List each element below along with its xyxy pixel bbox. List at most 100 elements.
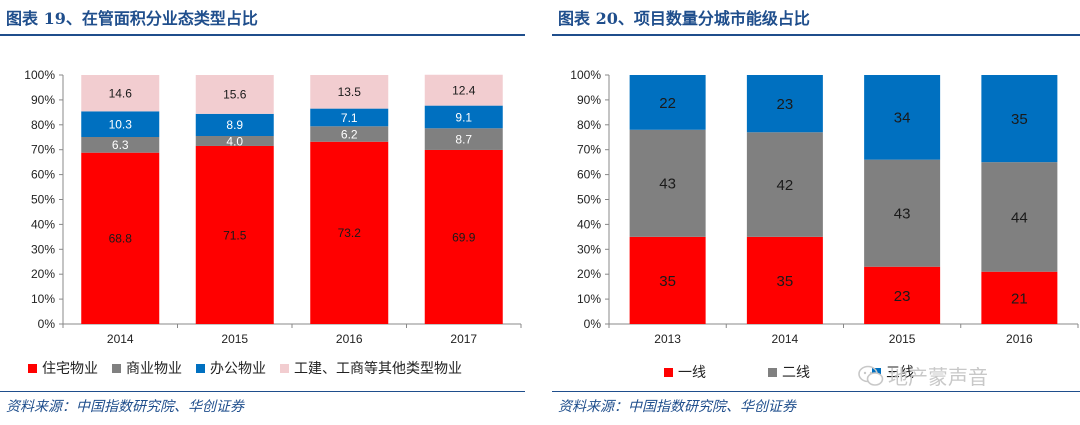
data-label: 71.5 <box>223 228 247 242</box>
bar-segment <box>864 159 941 267</box>
title-rule <box>552 34 1080 36</box>
chart-title: 图表 19、在管面积分业态类型占比 <box>6 9 258 28</box>
wechat-icon <box>858 365 884 386</box>
x-tick-label: 2014 <box>772 332 799 346</box>
bar-segment <box>81 152 160 324</box>
bar-segment <box>424 149 503 324</box>
y-tick-label: 50% <box>577 193 601 207</box>
legend-label: 三线 <box>886 364 914 380</box>
legend-swatch <box>768 367 777 377</box>
bar-segment <box>81 137 160 153</box>
y-tick-label: 40% <box>31 217 55 231</box>
bar-segment <box>424 105 503 129</box>
data-label: 4.0 <box>226 134 243 148</box>
y-tick-label: 70% <box>577 143 601 157</box>
y-tick-label: 10% <box>31 292 55 306</box>
bar-segment <box>195 145 274 324</box>
legend-item: 住宅物业 <box>28 358 98 378</box>
legend-item: 办公物业 <box>196 358 266 378</box>
data-label: 73.2 <box>338 226 362 240</box>
legend-label: 办公物业 <box>210 360 266 376</box>
data-label: 35 <box>1011 111 1028 128</box>
y-tick-label: 10% <box>577 292 601 306</box>
chart-legend: 住宅物业 商业物业 办公物业 工建、工商等其他类型物业 <box>28 358 476 378</box>
data-label: 68.8 <box>109 232 133 246</box>
y-tick-label: 90% <box>31 93 55 107</box>
legend-item: 一线 <box>664 362 706 382</box>
y-tick-label: 60% <box>31 168 55 182</box>
bar-segment <box>424 128 503 150</box>
legend-item: 商业物业 <box>112 358 182 378</box>
data-label: 43 <box>894 206 911 223</box>
legend-swatch <box>664 367 673 377</box>
data-label: 13.5 <box>338 85 362 99</box>
data-label: 43 <box>659 176 676 193</box>
source-note: 资料来源：中国指数研究院、华创证券 <box>6 399 244 415</box>
area-by-property-type-chart: 0% 10% 20% 30% 40% 50% 60% 70% 80% 90% 100% 68.8 6.3… <box>24 68 522 346</box>
x-tick-label: 2017 <box>450 332 477 346</box>
legend-swatch <box>280 363 289 373</box>
bar-segment <box>746 132 823 237</box>
data-label: 6.3 <box>112 138 129 152</box>
legend-label: 住宅物业 <box>42 360 98 376</box>
x-tick-label: 2015 <box>221 332 248 346</box>
bar-segment <box>746 236 823 324</box>
legend-label: 工建、工商等其他类型物业 <box>294 360 462 376</box>
data-label: 12.4 <box>452 84 476 98</box>
bar-segment <box>81 111 160 138</box>
data-label: 8.9 <box>226 118 243 132</box>
legend-label: 二线 <box>782 364 810 380</box>
source-rule <box>0 391 525 392</box>
bar-segment <box>629 75 706 130</box>
bar-segment <box>629 236 706 324</box>
projects-by-city-tier-chart: 0% 10% 20% 30% 40% 50% 60% 70% 80% 90% 100% 35 43 22 2… <box>570 68 1079 346</box>
data-label: 6.2 <box>341 127 358 141</box>
bar-segment <box>864 266 941 324</box>
data-label: 35 <box>777 273 794 290</box>
legend-label: 商业物业 <box>126 360 182 376</box>
y-tick-label: 40% <box>577 217 601 231</box>
legend-item: 工建、工商等其他类型物业 <box>280 358 462 378</box>
y-tick-label: 60% <box>577 168 601 182</box>
title-rule <box>0 34 525 36</box>
y-tick-label: 80% <box>577 118 601 132</box>
bar-segment <box>195 136 274 146</box>
source-note: 资料来源：中国指数研究院、华创证券 <box>558 399 796 415</box>
bar-segment <box>81 75 160 112</box>
x-tick-label: 2016 <box>336 332 363 346</box>
bar-segment <box>746 75 823 133</box>
x-tick-label: 2013 <box>654 332 681 346</box>
legend-swatch <box>196 363 205 373</box>
y-tick-label: 80% <box>31 118 55 132</box>
bar-segment <box>629 129 706 237</box>
y-tick-label: 50% <box>31 193 55 207</box>
bar-segment <box>864 75 941 160</box>
right-panel: 图表 20、项目数量分城市能级占比 0% 10% 20% 30% 40% 50% 60% 70… <box>552 0 1080 425</box>
x-tick-label: 2014 <box>107 332 134 346</box>
bar-segment <box>310 75 389 109</box>
legend-swatch <box>112 363 121 373</box>
y-tick-label: 70% <box>31 143 55 157</box>
data-label: 69.9 <box>452 230 476 244</box>
data-label: 15.6 <box>223 88 247 102</box>
data-label: 42 <box>777 177 794 194</box>
bar-segment <box>981 75 1058 163</box>
y-tick-label: 100% <box>24 68 55 82</box>
data-label: 35 <box>659 273 676 290</box>
source-rule <box>552 391 1080 392</box>
y-tick-label: 30% <box>577 242 601 256</box>
left-panel: 图表 19、在管面积分业态类型占比 0% 10% 20% 30% 40% 50% 60% 70… <box>0 0 525 425</box>
y-tick-label: 20% <box>577 267 601 281</box>
bar-segment <box>310 126 389 142</box>
x-tick-label: 2015 <box>889 332 916 346</box>
data-label: 9.1 <box>455 110 472 124</box>
data-label: 8.7 <box>455 132 472 146</box>
data-label: 10.3 <box>109 117 133 131</box>
legend-item: 二线 <box>768 362 810 382</box>
legend-swatch <box>28 363 37 373</box>
data-label: 21 <box>1011 290 1028 307</box>
watermark: 地产蒙声音 <box>858 361 988 390</box>
bar-segment <box>424 74 503 106</box>
data-label: 23 <box>777 96 794 113</box>
bar-segment <box>195 75 274 114</box>
